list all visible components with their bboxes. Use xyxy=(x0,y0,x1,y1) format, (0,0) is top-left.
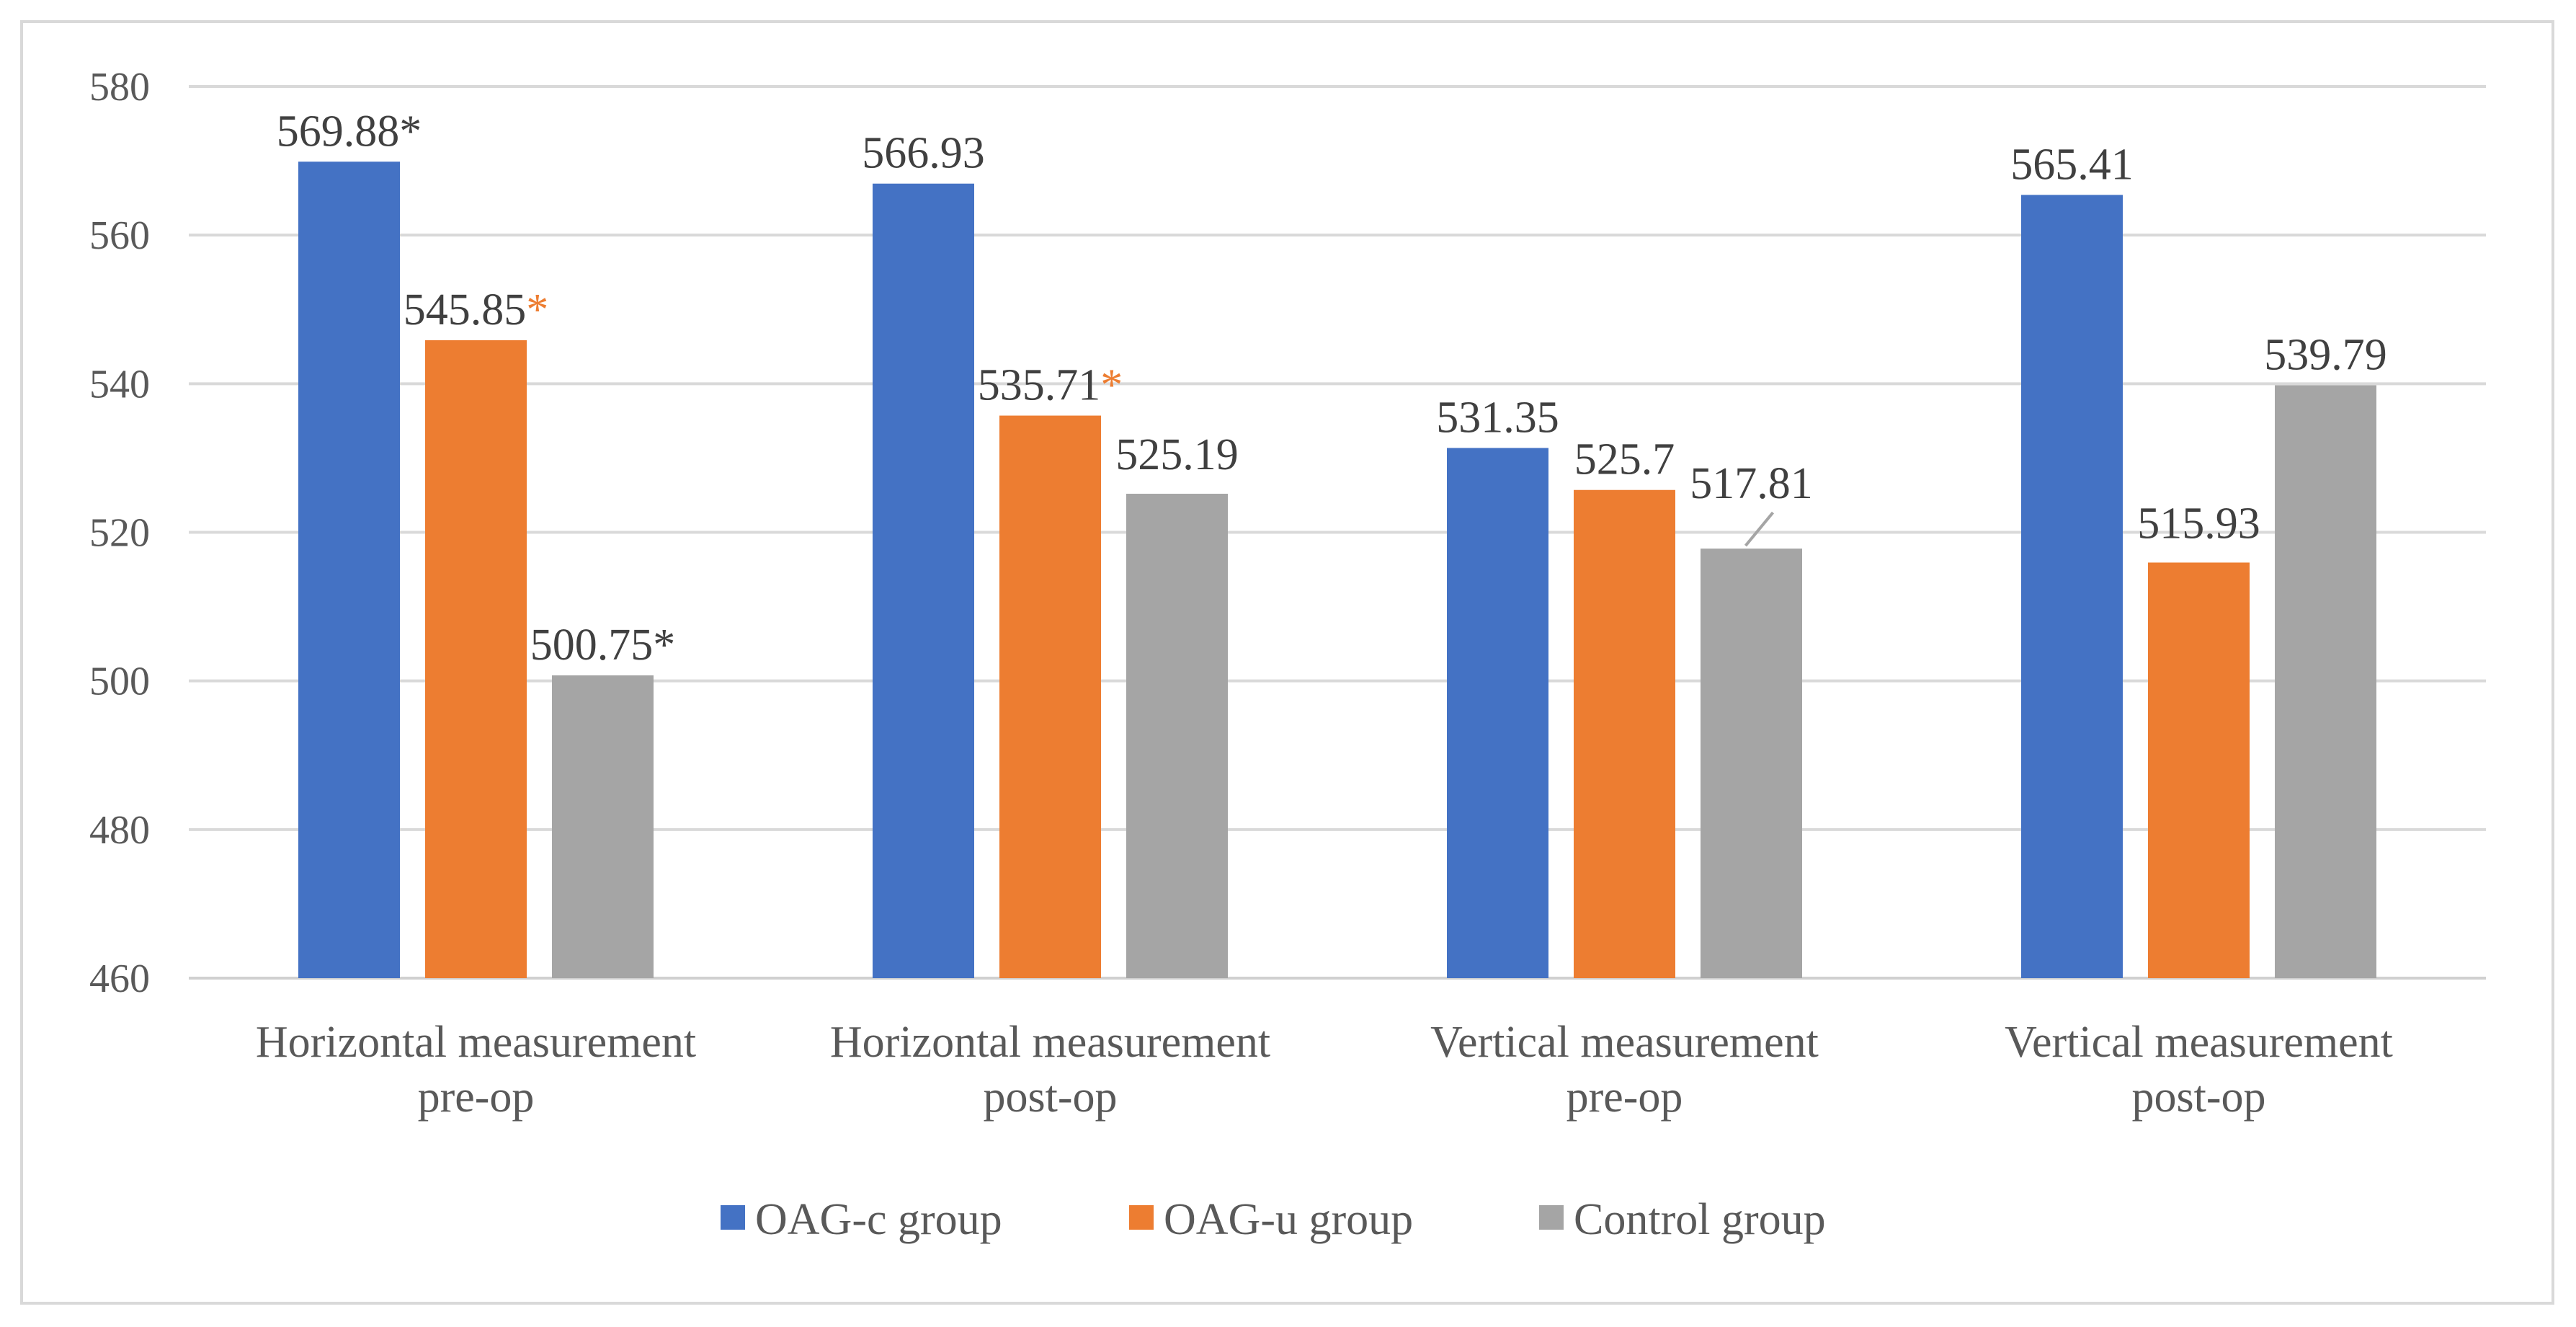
data-label: 517.81 xyxy=(1690,459,1813,508)
data-label: 515.93 xyxy=(2137,499,2260,548)
y-tick-label: 560 xyxy=(89,213,150,258)
data-label-value: 565.41 xyxy=(2010,140,2134,189)
data-label: 566.93 xyxy=(862,129,985,178)
y-axis: 460 480 500 520 540 560 580 xyxy=(89,65,150,1001)
data-label-value: 525.7 xyxy=(1574,435,1675,484)
data-label: 569.88* xyxy=(277,107,422,156)
data-label-value: 500.75 xyxy=(530,621,654,670)
significance-star: * xyxy=(399,107,422,156)
data-label-value: 569.88 xyxy=(277,107,400,156)
legend: OAG-c group OAG-u group Control group xyxy=(721,1195,1826,1244)
legend-label: Control group xyxy=(1574,1195,1826,1244)
x-category-label: post-op xyxy=(2132,1073,2266,1122)
data-label: 539.79 xyxy=(2264,330,2387,379)
data-label: 500.75* xyxy=(530,621,676,670)
data-label-value: 525.19 xyxy=(1115,430,1239,479)
data-label: 565.41 xyxy=(2010,140,2134,189)
bars xyxy=(298,161,2376,979)
legend-swatch xyxy=(1129,1205,1154,1230)
legend-label: OAG-u group xyxy=(1164,1195,1413,1244)
bar xyxy=(873,183,974,978)
y-tick-label: 520 xyxy=(89,511,150,556)
x-axis: Horizontal measurement pre-op Horizontal m… xyxy=(256,1018,2393,1122)
x-category-label: pre-op xyxy=(418,1073,535,1122)
x-category-label: Vertical measurement xyxy=(2005,1018,2393,1067)
x-category-label: pre-op xyxy=(1566,1073,1683,1122)
data-label: 545.85* xyxy=(404,285,549,334)
bar xyxy=(2275,385,2376,978)
x-category-label: Horizontal measurement xyxy=(830,1018,1270,1067)
significance-star: * xyxy=(653,621,675,670)
significance-star: * xyxy=(1100,361,1123,410)
bar xyxy=(425,340,527,979)
data-label-value: 566.93 xyxy=(862,129,985,178)
significance-star: * xyxy=(526,285,548,334)
chart-frame xyxy=(20,20,2554,1305)
bar xyxy=(1574,489,1675,978)
data-label-value: 539.79 xyxy=(2264,330,2387,379)
data-label-value: 515.93 xyxy=(2137,499,2260,548)
leader-line xyxy=(1744,511,1775,547)
y-tick-label: 500 xyxy=(89,660,150,704)
bar xyxy=(298,161,400,979)
x-category-label: post-op xyxy=(984,1073,1118,1122)
data-label-value: 545.85 xyxy=(404,285,527,334)
legend-swatch xyxy=(1539,1205,1564,1230)
data-label: 531.35 xyxy=(1436,394,1559,443)
x-category-label: Vertical measurement xyxy=(1430,1018,1819,1067)
y-tick-label: 460 xyxy=(89,957,150,1001)
bar xyxy=(2148,562,2250,978)
data-label: 525.19 xyxy=(1115,430,1239,479)
legend-label: OAG-c group xyxy=(755,1195,1002,1244)
y-tick-label: 540 xyxy=(89,362,150,407)
y-tick-label: 480 xyxy=(89,808,150,853)
legend-swatch xyxy=(721,1205,745,1230)
data-label: 525.7 xyxy=(1574,435,1675,484)
bar xyxy=(2021,195,2123,979)
data-label-value: 531.35 xyxy=(1436,394,1559,443)
data-labels: 569.88*545.85*500.75*566.93535.71*525.19… xyxy=(277,107,2387,670)
data-label-value: 517.81 xyxy=(1690,459,1813,508)
bar xyxy=(1701,549,1802,978)
data-label: 535.71* xyxy=(978,361,1123,410)
bar xyxy=(999,415,1101,978)
bar xyxy=(552,675,654,978)
y-tick-label: 580 xyxy=(89,65,150,110)
bar xyxy=(1447,448,1548,978)
data-label-value: 535.71 xyxy=(978,361,1101,410)
x-category-label: Horizontal measurement xyxy=(256,1018,696,1067)
bar xyxy=(1126,493,1228,978)
